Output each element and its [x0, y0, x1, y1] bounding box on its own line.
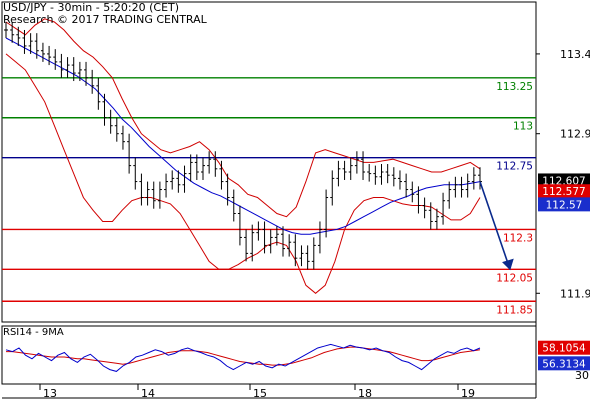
price-badge-1	[538, 184, 590, 199]
level-label-2: 112.75	[496, 161, 533, 173]
price-badge-label-1: 112.577	[542, 186, 585, 198]
upper-bollinger-band	[5, 18, 481, 218]
level-label-0: 113.25	[496, 81, 533, 93]
forecast-arrow-head	[502, 258, 514, 271]
price-badge-label-2: 112.57	[546, 199, 583, 211]
level-label-4: 112.05	[496, 272, 533, 284]
y-tick-label-1: 112.9	[560, 128, 590, 141]
price-badge-0	[538, 173, 590, 188]
copyright-text: Research © 2017 TRADING CENTRAL	[3, 13, 207, 26]
rsi-ma-line	[6, 346, 481, 366]
x-tick-label-4: 19	[461, 387, 475, 400]
moving-average-line	[5, 37, 481, 235]
rsi-badge-1	[538, 356, 590, 371]
x-tick-label-1: 14	[141, 387, 155, 400]
y-tick-label-2: 111.9	[560, 287, 590, 300]
rsi-title: RSI14 - 9MA	[3, 327, 64, 338]
rsi-badge-label-0: 58.1054	[542, 343, 586, 355]
rsi-badge-0	[538, 340, 590, 355]
forecast-arrow-line	[479, 181, 511, 270]
x-tick-label-3: 18	[358, 387, 372, 400]
chart-title: USD/JPY - 30min - 5:20:20 (CET)	[3, 1, 180, 14]
level-label-3: 112.3	[503, 232, 533, 244]
level-label-1: 113	[513, 121, 533, 133]
price-badge-2	[538, 197, 590, 212]
x-tick-label-2: 15	[253, 387, 267, 400]
rsi-y-tick-label: 30	[575, 369, 589, 382]
rsi-plot-frame	[1, 325, 537, 385]
rsi-badge-label-1: 56.3134	[542, 358, 586, 370]
lower-bollinger-band	[5, 53, 481, 294]
rsi-line	[5, 343, 481, 372]
level-label-5: 111.85	[496, 304, 533, 316]
x-tick-label-0: 13	[43, 387, 57, 400]
y-tick-label-0: 113.4	[560, 48, 590, 61]
